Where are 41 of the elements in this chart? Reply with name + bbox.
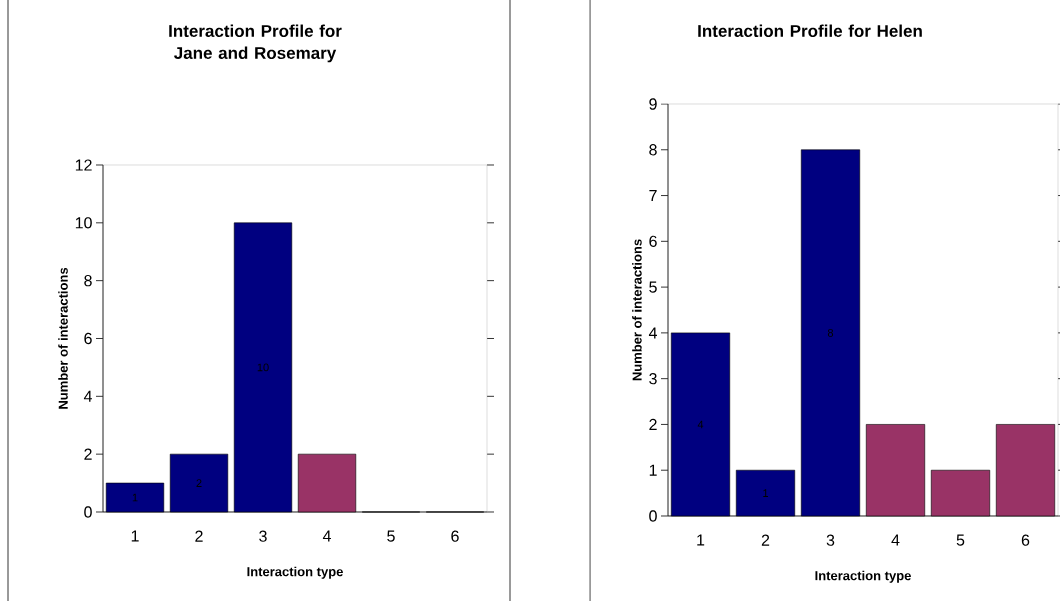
- x-tick-label: 1: [131, 530, 139, 542]
- x-tick-label: 4: [322, 530, 331, 542]
- y-tick-label: 4: [648, 327, 657, 339]
- data-label: 1: [763, 489, 769, 497]
- x-tick-label: 3: [826, 534, 835, 546]
- data-label: 2: [196, 479, 202, 487]
- chart-title: Interaction Profile for Jane and Rosemary: [169, 24, 342, 63]
- y-tick-label: 12: [75, 159, 92, 171]
- x-tick-label: 4: [891, 534, 900, 546]
- x-tick-label: 6: [1021, 534, 1030, 546]
- y-tick-label: 6: [84, 332, 92, 345]
- y-tick-label: 9: [649, 98, 657, 110]
- x-tick-label: 2: [195, 530, 203, 542]
- data-label: 8: [827, 329, 834, 337]
- y-tick-label: 8: [649, 144, 657, 156]
- y-tick-label: 0: [84, 506, 92, 518]
- y-tick-label: 7: [649, 190, 657, 202]
- y-tick-label: 10: [75, 217, 92, 229]
- y-axis-title: Number of interactions: [58, 267, 68, 409]
- chart-title: Interaction Profile for Helen: [698, 24, 922, 38]
- x-tick-label: 2: [761, 534, 770, 546]
- x-axis-title: Interaction type: [815, 570, 911, 583]
- y-axis-title: Number of interactions: [632, 239, 642, 381]
- data-label: 1: [132, 493, 138, 502]
- y-tick-label: 5: [649, 281, 657, 293]
- x-tick-label: 5: [956, 534, 965, 546]
- y-tick-label: 2: [649, 418, 657, 431]
- data-label: 4: [697, 420, 704, 429]
- x-tick-label: 3: [259, 530, 267, 542]
- x-axis-title: Interaction type: [247, 566, 343, 579]
- y-tick-label: 8: [84, 275, 92, 287]
- y-tick-label: 4: [83, 390, 92, 402]
- y-tick-label: 6: [649, 235, 657, 247]
- y-tick-label: 2: [84, 448, 92, 460]
- x-tick-label: 5: [387, 530, 395, 542]
- y-tick-label: 0: [649, 510, 657, 522]
- data-label: 10: [257, 363, 269, 372]
- x-tick-label: 1: [697, 534, 705, 546]
- y-tick-label: 1: [649, 464, 657, 476]
- x-tick-label: 6: [451, 530, 459, 542]
- y-tick-label: 3: [649, 373, 657, 385]
